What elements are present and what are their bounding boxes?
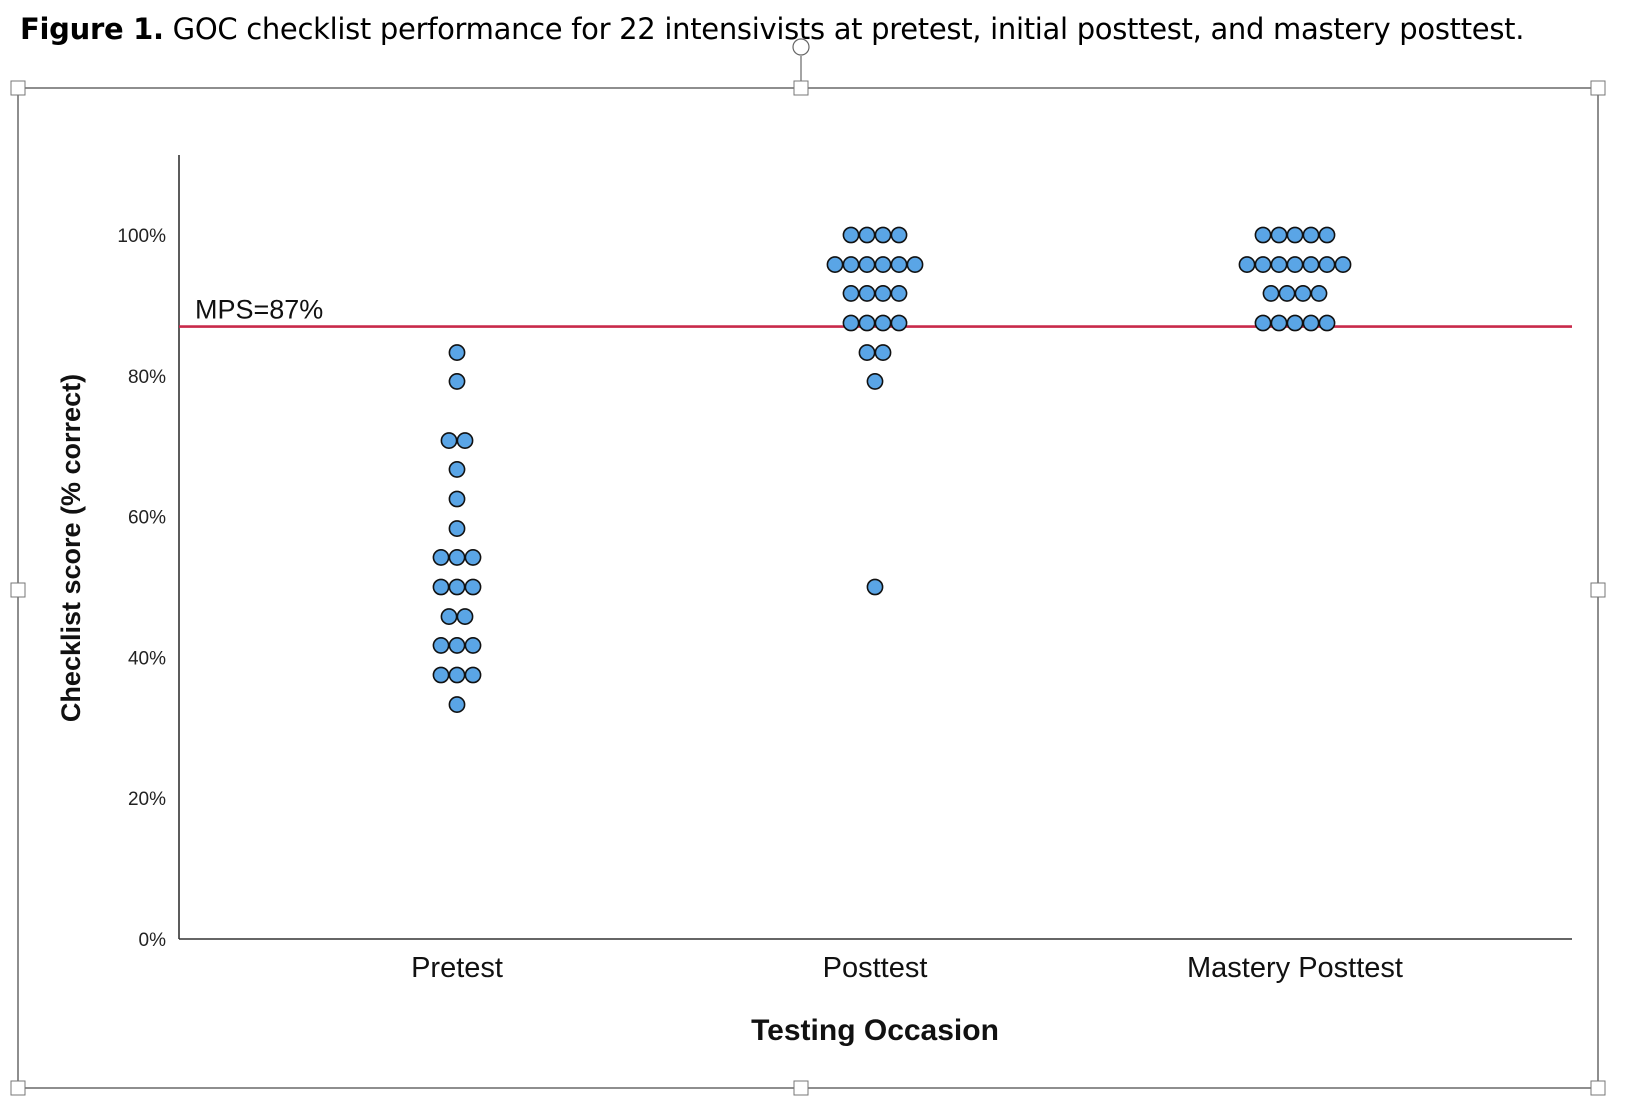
data-point — [448, 637, 466, 654]
data-point — [874, 256, 892, 273]
resize-handle-bottom-center[interactable] — [793, 1080, 809, 1096]
resize-handle-middle-left[interactable] — [10, 582, 26, 598]
data-point — [874, 285, 892, 302]
data-point — [432, 549, 450, 566]
y-tick-label: 100% — [117, 226, 166, 247]
y-tick-label: 60% — [128, 508, 166, 529]
data-point — [464, 549, 482, 566]
x-tick-labels: Pretest Posttest Mastery Posttest — [411, 952, 1403, 984]
data-point — [858, 285, 876, 302]
y-axis-title: Checklist score (% correct) — [56, 374, 86, 722]
data-point — [1318, 256, 1336, 273]
data-point — [874, 314, 892, 332]
data-point — [866, 373, 884, 390]
figure-caption: Figure 1. GOC checklist performance for … — [20, 12, 1620, 46]
resize-handle-middle-right[interactable] — [1590, 582, 1606, 598]
data-point — [432, 578, 450, 596]
data-point — [1262, 285, 1280, 302]
data-point — [858, 226, 876, 244]
data-point — [1334, 256, 1352, 273]
data-point — [440, 432, 458, 449]
data-point — [1294, 285, 1312, 302]
data-point — [842, 285, 860, 302]
resize-handle-top-right[interactable] — [1590, 80, 1606, 96]
data-point — [1254, 256, 1272, 273]
data-point — [906, 256, 924, 273]
data-point — [1302, 314, 1320, 332]
data-point — [842, 314, 860, 332]
data-point — [1302, 256, 1320, 273]
data-point — [448, 373, 466, 390]
data-point — [826, 256, 844, 273]
data-point — [1278, 285, 1296, 302]
data-point — [1318, 226, 1336, 244]
y-tick-label: 0% — [139, 930, 167, 951]
rotate-handle-icon[interactable] — [792, 38, 810, 56]
data-point — [890, 256, 908, 273]
data-point — [890, 314, 908, 332]
data-point — [1270, 226, 1288, 244]
data-point — [1286, 256, 1304, 273]
data-point — [1286, 314, 1304, 332]
data-point — [890, 285, 908, 302]
x-tick-label: Mastery Posttest — [1187, 952, 1403, 984]
data-point — [858, 314, 876, 332]
data-point — [432, 666, 450, 684]
data-point — [464, 578, 482, 596]
data-point — [440, 608, 458, 625]
data-point — [448, 578, 466, 596]
figure-caption-text: GOC checklist performance for 22 intensi… — [172, 12, 1525, 46]
data-point — [890, 226, 908, 244]
data-point — [464, 637, 482, 654]
y-tick-labels: 0% 20% 40% 60% 80% 100% — [117, 226, 166, 951]
data-point — [1254, 314, 1272, 332]
data-point — [1302, 226, 1320, 244]
data-point — [1286, 226, 1304, 244]
resize-handle-bottom-right[interactable] — [1590, 1080, 1606, 1096]
data-point — [842, 256, 860, 273]
data-point — [858, 256, 876, 273]
data-point — [1318, 314, 1336, 332]
x-tick-label: Pretest — [411, 952, 503, 984]
data-point — [448, 549, 466, 566]
data-point — [1270, 314, 1288, 332]
selection-frame — [17, 87, 1599, 1089]
x-axis-title: Testing Occasion — [751, 1014, 999, 1047]
data-point — [456, 608, 474, 625]
x-tick-label: Posttest — [823, 952, 928, 984]
data-point — [842, 226, 860, 244]
data-point — [1254, 226, 1272, 244]
data-point — [1238, 256, 1256, 273]
data-point — [448, 696, 466, 713]
resize-handle-top-center[interactable] — [793, 80, 809, 96]
data-point — [448, 461, 466, 478]
data-point — [432, 637, 450, 654]
data-point — [866, 578, 884, 596]
data-point — [448, 520, 466, 537]
resize-handle-top-left[interactable] — [10, 80, 26, 96]
data-point — [456, 432, 474, 449]
data-point — [858, 344, 876, 361]
data-points — [432, 226, 1352, 713]
data-point — [874, 226, 892, 244]
y-tick-label: 40% — [128, 648, 166, 669]
reference-line-label: MPS=87% — [195, 295, 323, 325]
data-point — [874, 344, 892, 361]
data-point — [464, 666, 482, 684]
data-point — [448, 344, 466, 361]
y-tick-label: 20% — [128, 789, 166, 810]
data-point — [448, 666, 466, 684]
data-point — [1270, 256, 1288, 273]
data-point — [1310, 285, 1328, 302]
resize-handle-bottom-left[interactable] — [10, 1080, 26, 1096]
data-point — [448, 490, 466, 508]
y-tick-label: 80% — [128, 367, 166, 388]
figure-label: Figure 1. — [20, 12, 164, 46]
